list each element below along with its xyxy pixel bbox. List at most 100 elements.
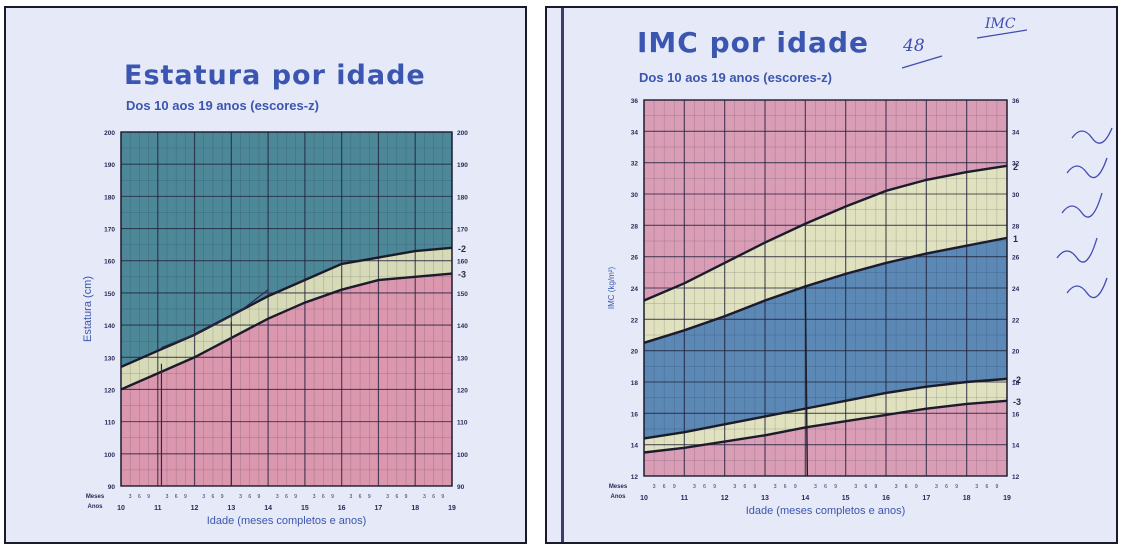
y-tick-label-right: 28	[1012, 223, 1020, 230]
x-tick-label: 16	[882, 495, 890, 502]
y-tick-label-left: 180	[104, 194, 115, 201]
y-tick-label-right: 190	[457, 162, 468, 169]
chart-subtitle: Dos 10 aos 19 anos (escores-z)	[639, 70, 832, 85]
y-tick-label-left: 14	[631, 443, 639, 450]
y-tick-label-right: 32	[1012, 161, 1020, 168]
month-tick-label: 9	[915, 484, 918, 490]
month-tick-label: 6	[285, 494, 288, 500]
x-axis-label: Idade (meses completos e anos)	[207, 515, 367, 527]
y-tick-label-right: 150	[457, 291, 468, 298]
y-tick-label-right: 110	[457, 420, 468, 427]
month-tick-label: 6	[322, 494, 325, 500]
height-chart-svg: -2 -3 90 90 100 100 110 110 120 120 130 130 140 140 15…	[82, 130, 468, 527]
curve-zscore--3	[120, 272, 453, 391]
y-tick-label-left: 34	[631, 129, 639, 136]
month-tick-label: 3	[854, 484, 857, 490]
y-tick-label-right: 90	[457, 484, 465, 491]
y-tick-label-right: 16	[1012, 411, 1020, 418]
y-tick-label-right: 180	[457, 194, 468, 201]
month-tick-label: 3	[386, 494, 389, 500]
y-tick-label-right: 170	[457, 227, 468, 234]
month-tick-label: 9	[754, 484, 757, 490]
y-tick-label-right: 12	[1012, 474, 1020, 481]
y-tick-label-left: 30	[631, 192, 639, 199]
month-tick-label: 9	[996, 484, 999, 490]
series-label: 1	[1013, 234, 1018, 244]
x-tick-label: 18	[963, 495, 971, 502]
month-tick-label: 3	[653, 484, 656, 490]
x-tick-label: 11	[681, 495, 689, 502]
anos-label: Anos	[88, 504, 104, 510]
month-tick-label: 3	[774, 484, 777, 490]
y-tick-label-left: 20	[631, 349, 639, 356]
x-tick-label: 10	[117, 505, 125, 512]
x-tick-label: 11	[154, 505, 162, 512]
y-tick-label-left: 90	[108, 484, 116, 491]
month-tick-label: 6	[824, 484, 827, 490]
y-tick-label-right: 120	[457, 387, 468, 394]
pencil-scribble	[1071, 127, 1113, 144]
y-tick-label-left: 36	[631, 98, 639, 105]
y-tick-label-right: 30	[1012, 192, 1020, 199]
y-tick-label-right: 100	[457, 452, 468, 459]
month-tick-label: 6	[138, 494, 141, 500]
anos-label: Anos	[611, 494, 627, 500]
x-tick-label: 12	[191, 505, 199, 512]
month-tick-label: 6	[985, 484, 988, 490]
month-tick-label: 3	[423, 494, 426, 500]
y-tick-label-right: 160	[457, 259, 468, 266]
y-tick-label-left: 100	[104, 452, 115, 459]
curve-zscore--3	[643, 399, 1008, 454]
curve-zscore-1	[643, 236, 1008, 344]
month-tick-label: 6	[663, 484, 666, 490]
series-label: -2	[458, 244, 466, 254]
x-tick-label: 19	[448, 505, 456, 512]
x-tick-label: 15	[842, 495, 850, 502]
month-tick-label: 6	[175, 494, 178, 500]
meses-label: Meses	[86, 494, 105, 500]
month-tick-label: 6	[784, 484, 787, 490]
month-tick-label: 3	[349, 494, 352, 500]
pencil-underline	[901, 55, 943, 69]
meses-label: Meses	[609, 484, 628, 490]
x-tick-label: 17	[375, 505, 383, 512]
zone-below--3	[121, 273, 452, 486]
y-tick-label-left: 170	[104, 227, 115, 234]
handwritten-note-imc: IMC	[985, 16, 1016, 32]
month-tick-label: 6	[395, 494, 398, 500]
y-tick-label-right: 26	[1012, 255, 1020, 262]
month-tick-label: 3	[693, 484, 696, 490]
y-axis-label: Estatura (cm)	[82, 276, 94, 342]
zone-between-1-and-2	[644, 165, 1007, 343]
month-tick-label: 3	[895, 484, 898, 490]
y-tick-label-left: 12	[631, 474, 639, 481]
pencil-underline	[976, 29, 1028, 39]
y-tick-label-left: 22	[631, 317, 639, 324]
x-tick-label: 15	[301, 505, 309, 512]
series-label: -3	[458, 270, 466, 280]
month-tick-label: 3	[733, 484, 736, 490]
month-tick-label: 3	[975, 484, 978, 490]
month-tick-label: 6	[945, 484, 948, 490]
y-tick-label-left: 26	[631, 255, 639, 262]
y-tick-label-right: 140	[457, 323, 468, 330]
month-tick-label: 9	[673, 484, 676, 490]
y-tick-label-right: 34	[1012, 129, 1020, 136]
x-axis-label: Idade (meses completos e anos)	[746, 505, 906, 517]
chart-title: IMC por idade	[637, 26, 869, 59]
month-tick-label: 9	[441, 494, 444, 500]
month-tick-label: 9	[147, 494, 150, 500]
month-tick-label: 9	[955, 484, 958, 490]
y-tick-label-left: 16	[631, 411, 639, 418]
x-tick-label: 14	[801, 495, 809, 502]
y-tick-label-right: 20	[1012, 349, 1020, 356]
chart-subtitle: Dos 10 aos 19 anos (escores-z)	[126, 98, 319, 113]
series-label: -2	[1013, 375, 1021, 385]
month-tick-label: 3	[202, 494, 205, 500]
y-tick-label-left: 150	[104, 291, 115, 298]
month-tick-label: 6	[743, 484, 746, 490]
month-tick-label: 9	[368, 494, 371, 500]
y-tick-label-left: 24	[631, 286, 639, 293]
month-tick-label: 9	[834, 484, 837, 490]
y-tick-label-left: 32	[631, 161, 639, 168]
